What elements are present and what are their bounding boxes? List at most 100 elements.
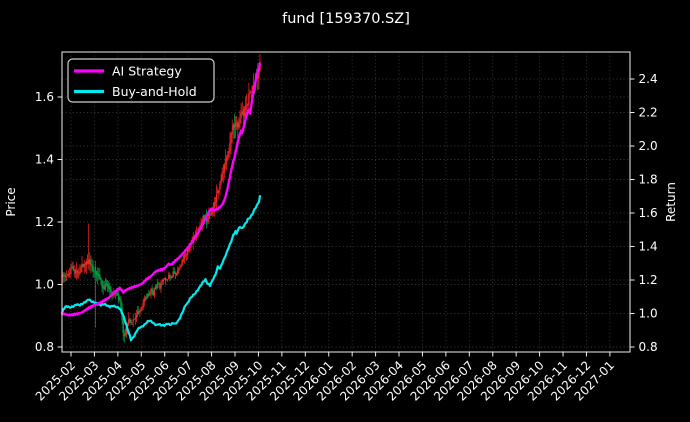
candle-body <box>231 131 233 135</box>
candle-body <box>135 314 138 318</box>
right-tick-label: 2.2 <box>639 106 658 120</box>
candle-body <box>133 318 136 320</box>
right-tick-label: 1.4 <box>639 240 658 254</box>
candle-body <box>98 274 100 276</box>
candle-body <box>66 275 69 277</box>
candle-body <box>249 92 251 94</box>
candle-body <box>87 259 90 264</box>
candle-body <box>165 279 168 281</box>
candle-body <box>237 122 239 128</box>
candle-body <box>82 264 84 268</box>
right-tick-label: 0.8 <box>639 340 658 354</box>
candle-body <box>85 261 88 265</box>
candle-body <box>166 279 169 281</box>
left-tick-label: 0.8 <box>35 340 54 354</box>
candle-body <box>101 280 103 287</box>
candle-body <box>141 307 143 309</box>
candle-body <box>110 289 112 293</box>
candle-body <box>93 271 95 273</box>
candle-body <box>140 308 142 311</box>
left-tick-label: 1.2 <box>35 215 54 229</box>
candle-body <box>207 219 209 222</box>
candle-body <box>201 220 203 225</box>
candle-body <box>234 122 237 127</box>
candle-body <box>150 288 152 294</box>
candle-body <box>213 202 216 208</box>
candle-body <box>139 311 141 314</box>
candlestick-series <box>61 53 261 343</box>
candle-body <box>102 285 104 289</box>
right-axis-label: Return <box>664 182 678 222</box>
candle-body <box>99 274 101 280</box>
candle-body <box>100 278 102 281</box>
candle-body <box>156 283 159 289</box>
candle-body <box>223 164 226 172</box>
candle-body <box>108 286 110 289</box>
candle-body <box>155 286 158 288</box>
candle-body <box>128 319 130 325</box>
candle-body <box>132 319 134 322</box>
candle-body <box>178 268 180 270</box>
candle-body <box>168 274 170 279</box>
candle-body <box>145 297 148 299</box>
candle-body <box>208 214 210 220</box>
candle-body <box>146 294 149 298</box>
candle-body <box>162 279 164 282</box>
candle-body <box>161 282 163 284</box>
candle-body <box>70 267 72 275</box>
legend-label-0: AI Strategy <box>112 64 182 79</box>
candle-body <box>62 274 64 277</box>
candle-body <box>130 319 132 323</box>
candle-body <box>258 69 260 79</box>
candle-body <box>172 271 174 277</box>
right-tick-label: 1.0 <box>639 307 658 321</box>
tick-labels: 0.8 1.0 1.2 1.4 1.6 0.8 1.0 1.2 1.4 1.6 1.8 2.0 2.2 2… <box>33 72 658 403</box>
candle-body <box>154 286 157 290</box>
candle-body <box>240 113 242 119</box>
candle-body <box>92 265 94 272</box>
candle-body <box>230 134 232 144</box>
candle-body <box>131 322 133 323</box>
left-tick-label: 1.0 <box>35 278 54 292</box>
candle-body <box>158 283 160 285</box>
candle-body <box>72 266 74 270</box>
candle-body <box>96 273 99 275</box>
candle-body <box>81 263 83 267</box>
candle-body <box>247 103 249 106</box>
left-tick-label: 1.4 <box>35 153 54 167</box>
candle-body <box>144 297 147 301</box>
candle-body <box>171 275 173 279</box>
candle-body <box>120 299 122 308</box>
candle-body <box>80 266 82 273</box>
candle-body <box>188 246 190 251</box>
candle-body <box>229 142 231 152</box>
candle-body <box>214 202 217 203</box>
candle-body <box>243 108 246 117</box>
candle-body <box>106 284 109 287</box>
candle-body <box>123 333 125 336</box>
candle-body <box>63 274 65 276</box>
candle-body <box>222 171 224 173</box>
candle-body <box>159 283 161 289</box>
candle-body <box>179 267 181 269</box>
candle-body <box>126 323 129 327</box>
candle-body <box>71 266 73 268</box>
candle-body <box>233 124 236 128</box>
left-axis-label: Price <box>4 187 18 216</box>
axes-frame <box>57 51 635 357</box>
candle-body <box>79 271 81 273</box>
chart-title: fund [159370.SZ] <box>282 11 410 27</box>
candle-body <box>119 299 121 300</box>
candle-body <box>209 214 211 216</box>
legend-label-1: Buy-and-Hold <box>112 84 197 99</box>
candle-body <box>115 292 118 294</box>
candle-body <box>175 272 178 275</box>
candle-body <box>69 272 71 274</box>
candle-body <box>221 172 223 181</box>
candle-body <box>149 293 151 296</box>
candle-body <box>194 233 197 235</box>
candle-body <box>252 84 255 86</box>
candle-body <box>238 123 240 128</box>
candle-body <box>170 276 172 278</box>
candle-body <box>67 273 70 276</box>
